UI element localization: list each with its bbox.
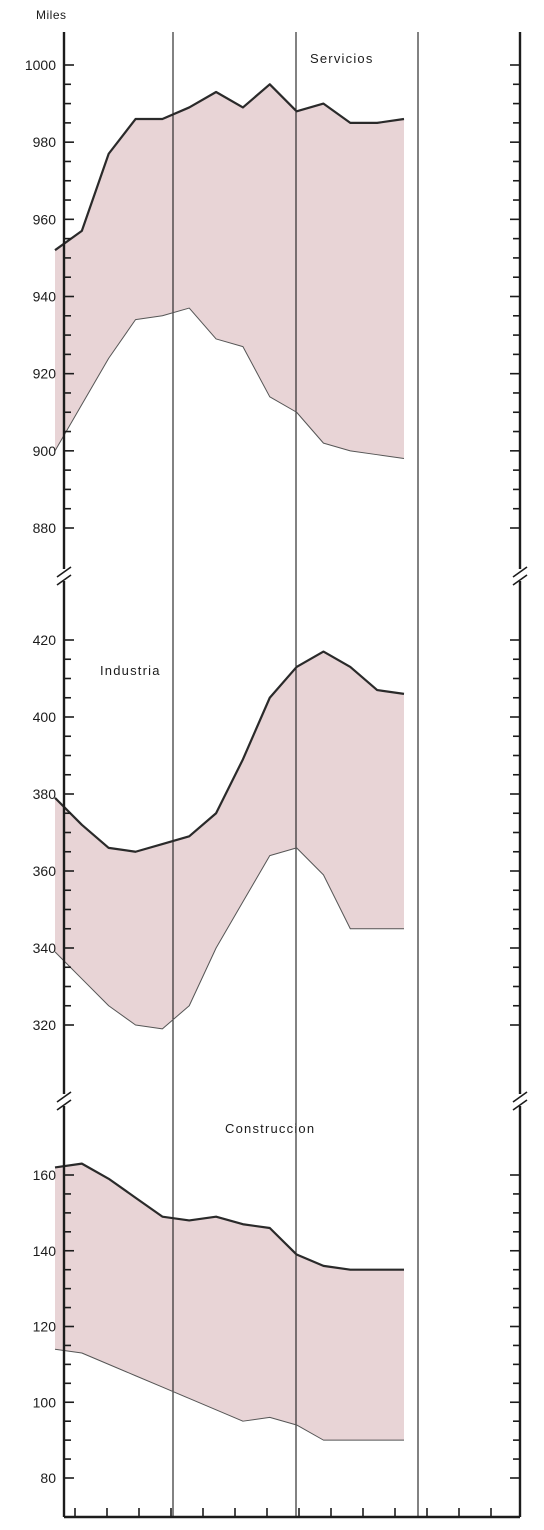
lines-layer bbox=[54, 83, 405, 1441]
y-tick-label: 940 bbox=[33, 289, 57, 305]
y-tick-label: 120 bbox=[33, 1319, 57, 1335]
band-industria bbox=[55, 651, 404, 1029]
y-tick-label: 400 bbox=[33, 709, 57, 725]
axes-layer bbox=[56, 32, 528, 1519]
y-tick-label: 900 bbox=[33, 443, 57, 459]
y-tick-label: 140 bbox=[33, 1243, 57, 1259]
y-tick-label: 420 bbox=[33, 632, 57, 648]
y-tick-label: 340 bbox=[33, 940, 57, 956]
y-tick-label: 880 bbox=[33, 520, 57, 536]
lower-line-industria bbox=[54, 847, 404, 1030]
y-tick-label: 320 bbox=[33, 1017, 57, 1033]
axis-break-mark bbox=[512, 574, 528, 586]
y-tick-label: 360 bbox=[33, 863, 57, 879]
panel-label-servicios: Servicios bbox=[310, 51, 374, 66]
axis-break-mark bbox=[512, 566, 528, 578]
y-tick-label: 80 bbox=[40, 1470, 56, 1486]
upper-line-servicios bbox=[54, 83, 405, 252]
labels-layer: Miles 1000 980 960 940 920 900 880 420 400 380 360… bbox=[25, 8, 374, 1486]
axis-break-mark bbox=[512, 1099, 528, 1111]
y-tick-label: 920 bbox=[33, 366, 57, 382]
panel-label-industria: Industria bbox=[100, 663, 161, 678]
axis-break-mark bbox=[56, 574, 72, 586]
y-axis-unit-label: Miles bbox=[36, 8, 67, 22]
axis-break-mark bbox=[56, 566, 72, 578]
axis-break-mark bbox=[512, 1091, 528, 1103]
lower-line-servicios bbox=[54, 307, 405, 460]
upper-line-industria bbox=[54, 650, 405, 853]
y-tick-label: 160 bbox=[33, 1167, 57, 1183]
y-tick-label: 100 bbox=[33, 1394, 57, 1410]
upper-line-construccion bbox=[54, 1162, 404, 1271]
bands-layer bbox=[55, 84, 404, 1441]
y-tick-label: 380 bbox=[33, 786, 57, 802]
y-tick-label: 1000 bbox=[25, 57, 56, 73]
y-tick-label: 980 bbox=[33, 134, 57, 150]
panel-label-construccion: Construccion bbox=[225, 1121, 315, 1136]
y-tick-label: 960 bbox=[33, 211, 57, 227]
axis-break-mark bbox=[56, 1099, 72, 1111]
axis-break-mark bbox=[56, 1091, 72, 1103]
band-servicios bbox=[55, 84, 404, 459]
lower-line-construccion bbox=[54, 1348, 404, 1441]
band-construccion bbox=[55, 1163, 404, 1441]
grid-layer bbox=[172, 32, 419, 1517]
